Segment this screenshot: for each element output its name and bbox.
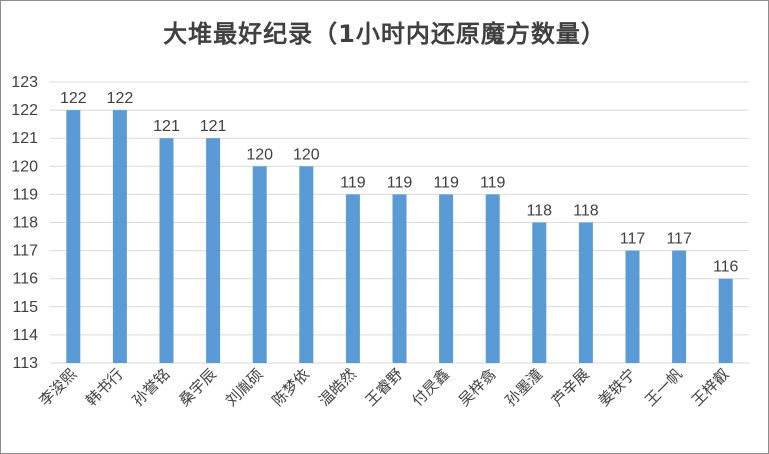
y-tick-label: 118 [12, 215, 38, 232]
y-tick-label: 121 [11, 130, 38, 147]
data-label: 122 [60, 90, 87, 107]
y-tick-label: 115 [12, 299, 38, 316]
data-label: 119 [387, 174, 413, 191]
category-label: 刘胤硕 [222, 365, 267, 410]
bar [392, 194, 407, 363]
data-label: 118 [573, 203, 599, 220]
category-label: 温皓然 [315, 365, 360, 410]
category-label: 孙墨潼 [502, 365, 547, 410]
data-label: 117 [620, 231, 646, 248]
bar [252, 166, 267, 363]
bar [299, 166, 314, 363]
category-label: 桑宇辰 [175, 365, 220, 410]
y-tick-label: 123 [11, 74, 38, 91]
y-tick-label: 119 [12, 186, 38, 203]
bar [578, 222, 593, 363]
category-label: 付昃鑫 [408, 365, 453, 410]
bar [159, 138, 174, 363]
category-label: 姜轶宁 [595, 365, 640, 410]
category-label: 陈梦依 [269, 365, 314, 410]
data-label: 121 [200, 118, 227, 135]
y-tick-label: 120 [11, 158, 38, 175]
bar [625, 250, 640, 363]
bar [718, 278, 733, 363]
chart-title: 大堆最好纪录（1小时内还原魔方数量） [163, 20, 606, 48]
bar [345, 194, 360, 363]
category-label: 王一帆 [641, 365, 686, 410]
category-label: 吴梓翕 [455, 365, 500, 410]
bar [532, 222, 547, 363]
data-label: 122 [107, 90, 134, 107]
category-label: 李浚熙 [36, 365, 81, 410]
category-label: 王睿野 [362, 365, 407, 410]
data-label: 119 [480, 174, 506, 191]
data-label: 119 [433, 174, 459, 191]
bar [485, 194, 500, 363]
y-tick-label: 113 [12, 355, 38, 372]
data-label: 117 [666, 231, 692, 248]
category-label: 韩书行 [82, 365, 127, 410]
data-label: 119 [340, 174, 366, 191]
data-label: 118 [527, 203, 553, 220]
bar [112, 110, 127, 363]
bar [66, 110, 81, 363]
bar [439, 194, 454, 363]
y-tick-label: 114 [12, 327, 38, 344]
data-label: 120 [246, 146, 273, 163]
data-label: 121 [153, 118, 180, 135]
data-label: 120 [293, 146, 320, 163]
y-tick-label: 116 [12, 271, 38, 288]
y-tick-label: 117 [12, 243, 38, 260]
category-label: 王梓叡 [688, 365, 733, 410]
y-tick-label: 122 [11, 102, 38, 119]
data-label: 116 [713, 259, 739, 276]
bar [206, 138, 221, 363]
category-label: 芦辛展 [548, 365, 593, 410]
category-label: 孙誉铭 [129, 365, 174, 410]
bar [672, 250, 687, 363]
